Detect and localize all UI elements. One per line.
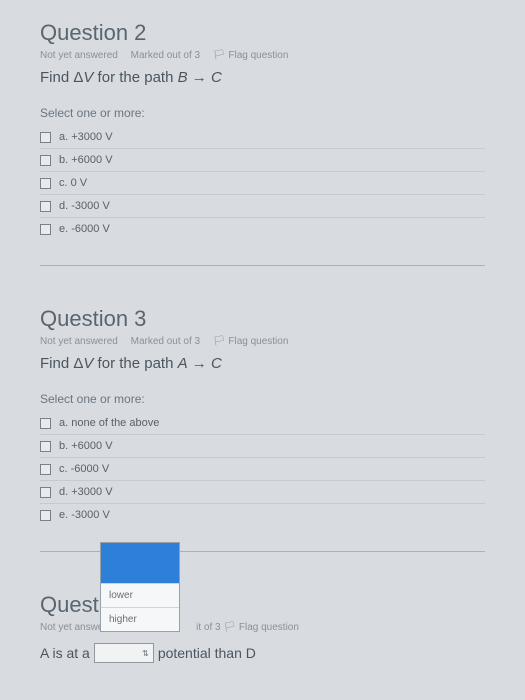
flag-question-link[interactable]: 🏳 Flag question — [223, 622, 299, 633]
body-post-text: potential than D — [158, 645, 256, 661]
checkbox-icon[interactable] — [40, 464, 51, 475]
select-instruction: Select one or more: — [40, 392, 485, 406]
option-row[interactable]: e. -6000 V — [40, 218, 485, 240]
checkbox-icon[interactable] — [40, 510, 51, 521]
marks-partial: it of 3 — [196, 622, 220, 633]
question-body: A is at a ⇅ potential than D — [40, 643, 485, 663]
option-row[interactable]: b. +6000 V — [40, 435, 485, 458]
dropdown-option-lower[interactable]: lower — [101, 583, 179, 607]
checkbox-icon[interactable] — [40, 201, 51, 212]
option-row[interactable]: d. +3000 V — [40, 481, 485, 504]
question-prompt: Find ΔV for the path A → C — [40, 355, 485, 372]
dropdown-menu[interactable]: lower higher — [100, 542, 180, 632]
divider — [40, 265, 485, 266]
question-3: Question 3 Not yet answered Marked out o… — [40, 306, 485, 552]
question-4: lower higher Quest Not yet answe it of 3… — [40, 592, 485, 663]
question-meta: Not yet answered Marked out of 3 🏳 Flag … — [40, 50, 485, 61]
options-list: a. +3000 V b. +6000 V c. 0 V d. -3000 V … — [40, 126, 485, 240]
option-row[interactable]: c. -6000 V — [40, 458, 485, 481]
checkbox-icon[interactable] — [40, 155, 51, 166]
select-instruction: Select one or more: — [40, 106, 485, 120]
question-title: Question 2 — [40, 20, 485, 46]
marks-text: Marked out of 3 — [131, 50, 200, 61]
question-prompt: Find ΔV for the path B → C — [40, 69, 485, 86]
checkbox-icon[interactable] — [40, 178, 51, 189]
status-text: Not yet answered — [40, 50, 118, 61]
option-row[interactable]: d. -3000 V — [40, 195, 485, 218]
option-row[interactable]: a. +3000 V — [40, 126, 485, 149]
marks-text: Marked out of 3 — [131, 336, 200, 347]
select-arrows-icon: ⇅ — [142, 649, 149, 658]
select-dropdown[interactable]: ⇅ — [94, 643, 154, 663]
body-pre-text: A is at a — [40, 645, 90, 661]
dropdown-selected-blank[interactable] — [101, 543, 179, 583]
checkbox-icon[interactable] — [40, 132, 51, 143]
status-text: Not yet answe — [40, 622, 103, 633]
option-row[interactable]: a. none of the above — [40, 412, 485, 435]
option-row[interactable]: c. 0 V — [40, 172, 485, 195]
checkbox-icon[interactable] — [40, 487, 51, 498]
question-title: Question 3 — [40, 306, 485, 332]
dropdown-option-higher[interactable]: higher — [101, 607, 179, 631]
option-row[interactable]: b. +6000 V — [40, 149, 485, 172]
question-meta: Not yet answered Marked out of 3 🏳 Flag … — [40, 336, 485, 347]
question-2: Question 2 Not yet answered Marked out o… — [40, 20, 485, 266]
flag-question-link[interactable]: 🏳 Flag question — [213, 50, 299, 61]
status-text: Not yet answered — [40, 336, 118, 347]
checkbox-icon[interactable] — [40, 441, 51, 452]
option-row[interactable]: e. -3000 V — [40, 504, 485, 526]
checkbox-icon[interactable] — [40, 418, 51, 429]
options-list: a. none of the above b. +6000 V c. -6000… — [40, 412, 485, 526]
flag-question-link[interactable]: 🏳 Flag question — [213, 336, 299, 347]
checkbox-icon[interactable] — [40, 224, 51, 235]
